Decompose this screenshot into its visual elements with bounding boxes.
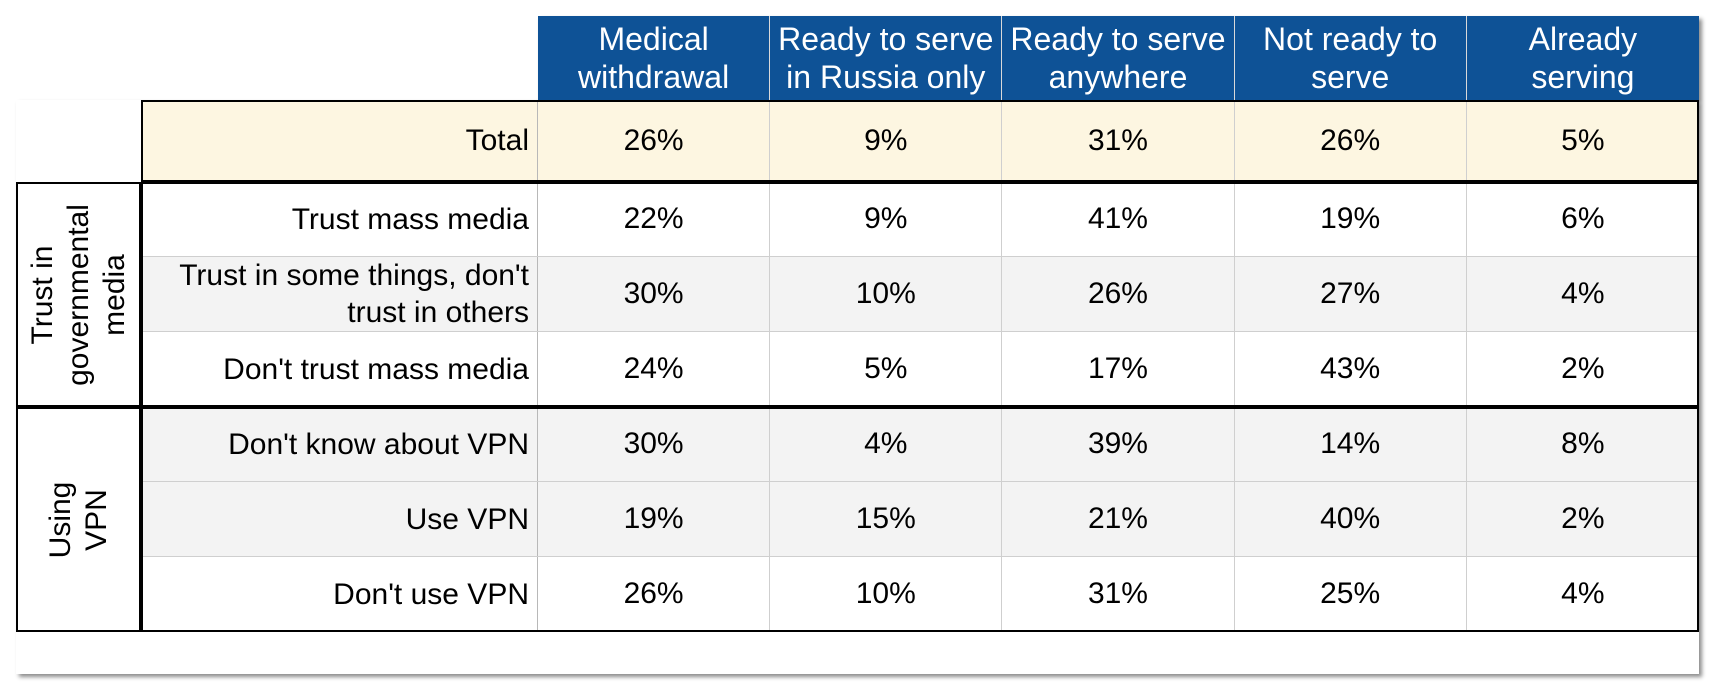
column-header: Medical withdrawal (538, 16, 771, 100)
group-label: Using VPN (43, 481, 113, 558)
table-cell: 5% (1561, 123, 1605, 157)
table-cell: 30% (538, 257, 771, 331)
table-cell: 4% (1561, 577, 1605, 610)
table-cell: 25% (1235, 557, 1467, 631)
table-cell: 40% (1235, 482, 1467, 556)
table-cell: 26% (538, 557, 771, 631)
group-label: Trust in governmental media (25, 203, 131, 386)
table-cell: 6% (1561, 202, 1605, 235)
table-cell: 8% (1561, 427, 1605, 460)
table-cell: 24% (538, 332, 771, 406)
row-label: Don't know about VPN (141, 407, 538, 481)
table-row: Trust mass media 22% 9% 41% 19% 6% (141, 182, 1699, 257)
table-row: Don't use VPN 26% 10% 31% 25% 4% (141, 557, 1699, 632)
table-cell: 17% (1002, 332, 1235, 406)
table-cell: 43% (1235, 332, 1467, 406)
table-cell: 5% (770, 332, 1003, 406)
row-label: Total (141, 100, 538, 181)
row-label: Don't trust mass media (141, 332, 538, 406)
table-cell: 10% (770, 257, 1003, 331)
table-cell: 30% (538, 407, 771, 481)
table-cell: 9% (770, 100, 1003, 181)
table-row: Don't trust mass media 24% 5% 17% 43% 2% (141, 332, 1699, 407)
table-cell: 27% (1235, 257, 1467, 331)
table-cell: 9% (770, 182, 1003, 256)
table-cell: 31% (1002, 100, 1235, 181)
row-label: Trust in some things, don't trust in oth… (141, 257, 538, 331)
column-header: Not ready to serve (1234, 16, 1467, 100)
table-cell: 2% (1561, 502, 1605, 535)
row-group: Using VPN (16, 407, 141, 632)
table-cell: 39% (1002, 407, 1235, 481)
table-cell: 14% (1235, 407, 1467, 481)
table-row: Don't know about VPN 30% 4% 39% 14% 8% (141, 407, 1699, 482)
row-label: Don't use VPN (141, 557, 538, 631)
table-cell: 10% (770, 557, 1003, 631)
table-cell: 31% (1002, 557, 1235, 631)
table-cell: 15% (770, 482, 1003, 556)
table-cell: 4% (770, 407, 1003, 481)
table-cell: 4% (1561, 277, 1605, 310)
row-label: Trust mass media (141, 182, 538, 256)
column-header: Ready to serve anywhere (1002, 16, 1235, 100)
table-cell: 26% (1235, 100, 1467, 181)
table-cell: 41% (1002, 182, 1235, 256)
table-row: Trust in some things, don't trust in oth… (141, 257, 1699, 332)
column-header: Ready to serve in Russia only (770, 16, 1003, 100)
row-label: Use VPN (141, 482, 538, 556)
table-cell: 26% (1002, 257, 1235, 331)
table-cell: 22% (538, 182, 771, 256)
table-row: Use VPN 19% 15% 21% 40% 2% (141, 482, 1699, 557)
label-separator (141, 100, 143, 632)
row-group: Trust in governmental media (16, 182, 141, 407)
table-cell: 2% (1561, 352, 1605, 385)
table-cell: 21% (1002, 482, 1235, 556)
table-row: Total 26% 9% 31% 26% 5% (141, 100, 1699, 182)
table-cell: 19% (538, 482, 771, 556)
column-header: Already serving (1466, 16, 1699, 100)
table-cell: 19% (1235, 182, 1467, 256)
table-cell: 26% (538, 100, 771, 181)
